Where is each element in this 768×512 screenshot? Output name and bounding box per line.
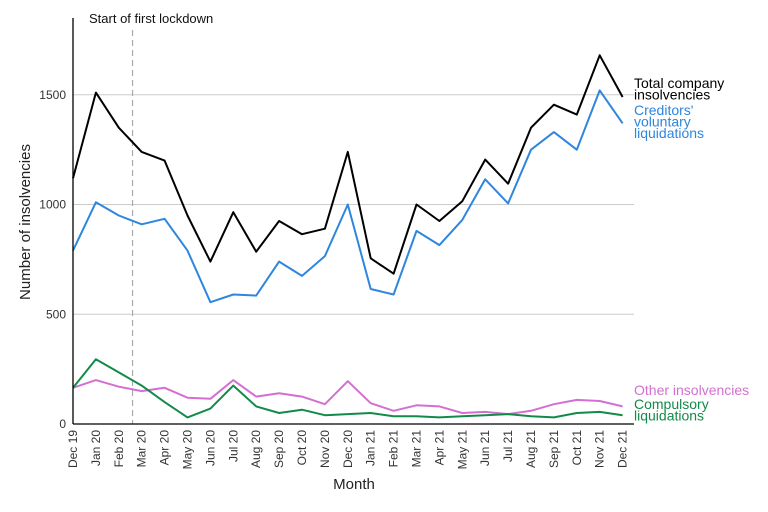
y-axis-ticks: 0 500 1000 1500 [39,88,66,431]
x-tick-label: Dec 21 [616,430,630,468]
x-tick-label: Jan 21 [364,430,378,466]
y-axis-title: Number of insolvencies [17,144,34,300]
lockdown-annotation: Start of first lockdown [89,11,213,26]
y-tick-label: 0 [59,417,66,431]
x-tick-label: Apr 21 [432,430,446,466]
x-tick-label: Feb 21 [387,430,401,468]
x-axis-ticks: Dec 19 Jan 20 Feb 20 Mar 20 Apr 20 May 20 Jun … [66,430,630,470]
x-tick-label: Aug 20 [249,430,263,468]
x-tick-label: Dec 20 [341,430,355,468]
x-tick-label: May 20 [181,430,195,470]
x-tick-label: Jul 20 [226,430,240,462]
series-label-other-insolvencies: Other insolvencies [634,382,749,398]
series-line-compulsory-liquidations [72,358,623,419]
x-axis-title: Month [333,476,375,493]
series-label-creditors-voluntary-liquidations: Creditors' [634,102,693,118]
x-tick-label: Oct 21 [570,430,584,466]
x-tick-label: May 21 [455,430,469,470]
series-lines [72,54,624,419]
x-tick-label: Jun 21 [478,430,492,466]
x-tick-label: Jan 20 [89,430,103,466]
series-label-compulsory-liquidations: liquidations [634,408,704,424]
y-tick-label: 500 [46,307,66,321]
y-tick-label: 1500 [39,88,66,102]
series-label-total-company-insolvencies: insolvencies [634,87,710,103]
series-line-total-company-insolvencies [72,54,624,275]
series-label-creditors-voluntary-liquidations: voluntary [634,114,691,130]
x-tick-label: Nov 21 [593,430,607,468]
series-label-total-company-insolvencies: Total company [634,75,724,91]
x-tick-label: Apr 20 [158,430,172,466]
x-tick-label: Dec 19 [66,430,80,468]
series-line-other-insolvencies [72,379,623,416]
x-tick-label: Aug 21 [524,430,538,468]
x-tick-label: Feb 20 [112,430,126,468]
x-tick-label: Sep 20 [272,430,286,468]
series-label-creditors-voluntary-liquidations: liquidations [634,125,704,141]
x-tick-label: Sep 21 [547,430,561,468]
x-tick-label: Mar 20 [135,430,149,468]
x-tick-label: Oct 20 [295,430,309,466]
x-tick-label: Nov 20 [318,430,332,468]
x-tick-label: Jun 20 [203,430,217,466]
series-labels: Total companyinsolvenciesCreditors'volun… [634,75,749,424]
x-tick-label: Mar 21 [410,430,424,468]
series-line-creditors-voluntary-liquidations [72,89,624,304]
gridlines [73,94,634,315]
y-tick-label: 1000 [39,198,66,212]
series-label-compulsory-liquidations: Compulsory [634,396,709,412]
x-tick-label: Jul 21 [501,430,515,462]
